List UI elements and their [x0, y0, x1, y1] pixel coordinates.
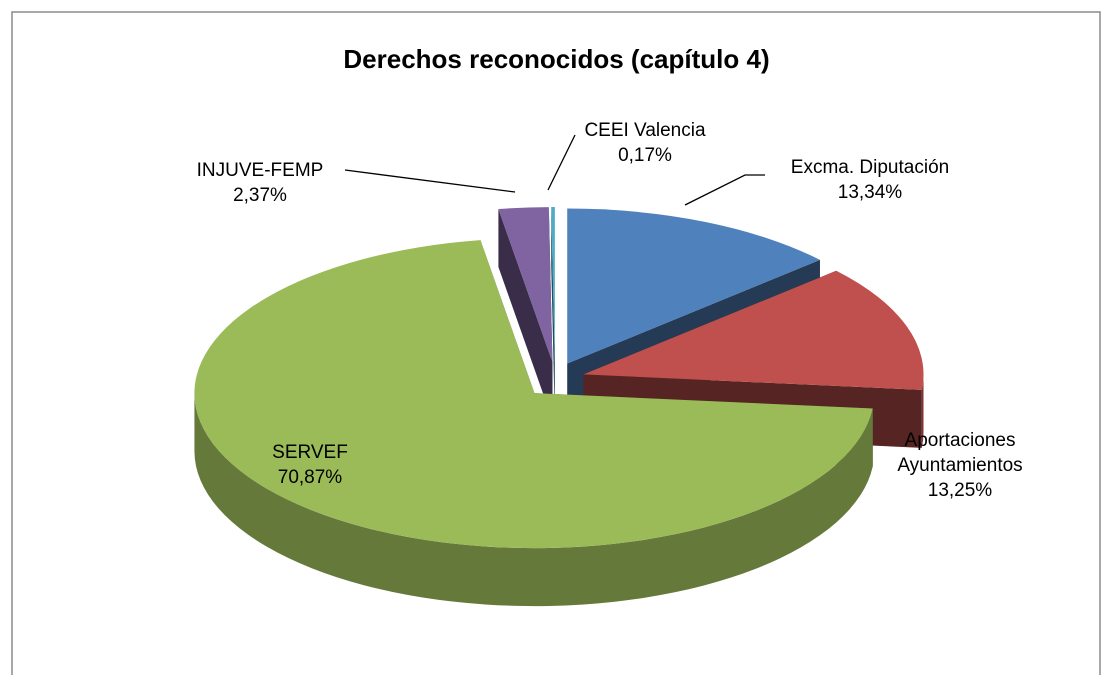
- slice: [498, 207, 553, 363]
- value-label: 70,87%: [277, 467, 343, 488]
- category-label: Aportaciones Ayuntamientos: [897, 430, 1023, 476]
- chart-title: Derechos reconocidos (capítulo 4): [343, 44, 770, 74]
- category-label: SERVEF: [272, 442, 348, 463]
- category-label: Excma. Diputación: [790, 157, 950, 178]
- category-label: CEEI Valencia: [584, 120, 706, 141]
- category-label: INJUVE-FEMP: [196, 160, 324, 181]
- value-label: 13,34%: [837, 182, 903, 203]
- slice: [567, 208, 820, 364]
- leader-line: [547, 134, 576, 191]
- slice: [551, 207, 555, 363]
- slice-wall: [194, 393, 873, 607]
- slice: [194, 240, 873, 549]
- slice-label: CEEI Valencia 0,17%: [560, 118, 730, 168]
- value-label: 0,17%: [618, 145, 672, 166]
- slice-side: [498, 209, 553, 421]
- value-label: 2,37%: [233, 185, 287, 206]
- slice-side: [551, 207, 555, 421]
- slice-wall: [921, 374, 924, 448]
- slice-label: Excma. Diputación 13,34%: [760, 155, 980, 205]
- slices: [194, 207, 924, 607]
- leader-line: [344, 169, 516, 193]
- value-label: 13,25%: [927, 480, 993, 501]
- slice: [583, 270, 924, 390]
- slice-label: INJUVE-FEMP 2,37%: [175, 158, 345, 208]
- leader-line: [684, 174, 765, 206]
- slice-label: Aportaciones Ayuntamientos 13,25%: [880, 428, 1040, 503]
- slice-label: SERVEF 70,87%: [240, 440, 380, 490]
